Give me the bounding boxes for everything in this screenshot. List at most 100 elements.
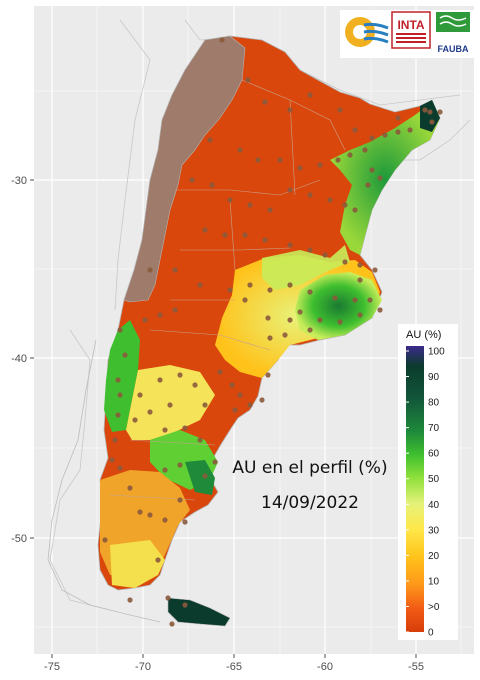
station-marker xyxy=(102,537,108,543)
station-marker xyxy=(335,157,341,163)
fauba-logo: FAUBA xyxy=(436,12,470,54)
station-marker xyxy=(247,202,253,208)
station-marker xyxy=(395,115,401,121)
station-marker xyxy=(282,332,288,338)
station-marker xyxy=(117,327,123,333)
station-markers xyxy=(102,37,443,627)
legend-label: 10 xyxy=(428,576,440,587)
legend-label: 60 xyxy=(428,449,440,460)
station-marker xyxy=(367,297,373,303)
legend-label: 50 xyxy=(428,474,440,485)
station-marker xyxy=(287,107,293,113)
station-marker xyxy=(337,107,343,113)
no-data-region-northwest xyxy=(123,35,246,303)
chile-outline xyxy=(47,339,161,623)
x-tick-label: -60 xyxy=(317,661,333,673)
station-marker xyxy=(182,602,188,608)
map-date: 14/09/2022 xyxy=(261,493,359,513)
station-marker xyxy=(157,377,163,383)
station-marker xyxy=(127,597,133,603)
station-marker xyxy=(297,165,303,171)
station-marker xyxy=(287,242,293,248)
station-marker xyxy=(255,157,261,163)
station-marker xyxy=(167,402,173,408)
station-marker xyxy=(369,167,375,173)
station-marker xyxy=(217,369,223,375)
fauba-logo-text: FAUBA xyxy=(438,44,469,54)
station-marker xyxy=(142,317,148,323)
x-tick-label: -55 xyxy=(408,661,424,673)
station-marker xyxy=(247,282,253,288)
y-tick-label: -40 xyxy=(11,353,27,365)
station-marker xyxy=(209,182,215,188)
legend-label: >0 xyxy=(428,602,440,613)
santa-cruz-yellow-region xyxy=(110,540,165,588)
station-marker xyxy=(165,595,171,601)
buenos-aires-green-region xyxy=(295,272,382,340)
station-marker xyxy=(317,317,323,323)
station-marker xyxy=(407,127,413,133)
station-marker xyxy=(137,392,143,398)
station-marker xyxy=(317,162,323,168)
station-marker xyxy=(332,295,338,301)
map-title: AU en el perfil (%) xyxy=(232,458,387,478)
station-marker xyxy=(382,132,388,138)
station-marker xyxy=(357,262,363,268)
pampa-lightgreen-region xyxy=(262,245,350,290)
station-marker xyxy=(372,267,378,273)
station-marker xyxy=(307,327,313,333)
x-axis: -75 -70 -65 -60 -55 xyxy=(44,654,424,673)
station-marker xyxy=(177,372,183,378)
station-marker xyxy=(117,392,123,398)
station-marker xyxy=(242,297,248,303)
station-marker xyxy=(137,509,143,515)
station-marker xyxy=(277,157,283,163)
station-marker xyxy=(177,462,183,468)
legend-label: 100 xyxy=(428,347,445,358)
station-marker xyxy=(352,127,358,133)
station-marker xyxy=(202,473,208,479)
station-marker xyxy=(177,497,183,503)
station-marker xyxy=(162,517,168,523)
x-tick-label: -65 xyxy=(226,661,242,673)
station-marker xyxy=(132,417,138,423)
station-marker xyxy=(157,312,163,318)
station-marker xyxy=(287,317,293,323)
inta-logo-text: INTA xyxy=(397,18,424,32)
station-marker xyxy=(245,77,251,83)
legend-label: 80 xyxy=(428,398,440,409)
station-marker xyxy=(172,267,178,273)
legend-label: 40 xyxy=(428,500,440,511)
station-marker xyxy=(115,377,121,383)
station-marker xyxy=(265,315,271,321)
station-marker xyxy=(297,309,303,315)
station-marker xyxy=(287,282,293,288)
station-marker xyxy=(287,187,293,193)
station-marker xyxy=(127,485,133,491)
station-marker xyxy=(267,287,273,293)
station-marker xyxy=(147,267,153,273)
inta-logo: INTA xyxy=(391,11,431,49)
station-marker xyxy=(342,259,348,265)
chubut-coast-green-region xyxy=(185,460,215,495)
station-marker xyxy=(169,621,175,627)
station-marker xyxy=(202,227,208,233)
station-marker xyxy=(109,457,115,463)
station-marker xyxy=(112,437,118,443)
station-marker xyxy=(207,137,213,143)
station-marker xyxy=(232,407,238,413)
andes-green-region xyxy=(104,320,140,432)
station-marker xyxy=(342,202,348,208)
station-marker xyxy=(197,437,203,443)
climate-logo-icon xyxy=(345,17,389,47)
station-marker xyxy=(212,459,218,465)
station-marker xyxy=(395,129,401,135)
northeast-green-region xyxy=(330,102,440,255)
station-marker xyxy=(352,207,358,213)
station-marker xyxy=(227,197,233,203)
station-marker xyxy=(357,312,363,318)
station-marker xyxy=(307,92,313,98)
station-marker xyxy=(227,287,233,293)
